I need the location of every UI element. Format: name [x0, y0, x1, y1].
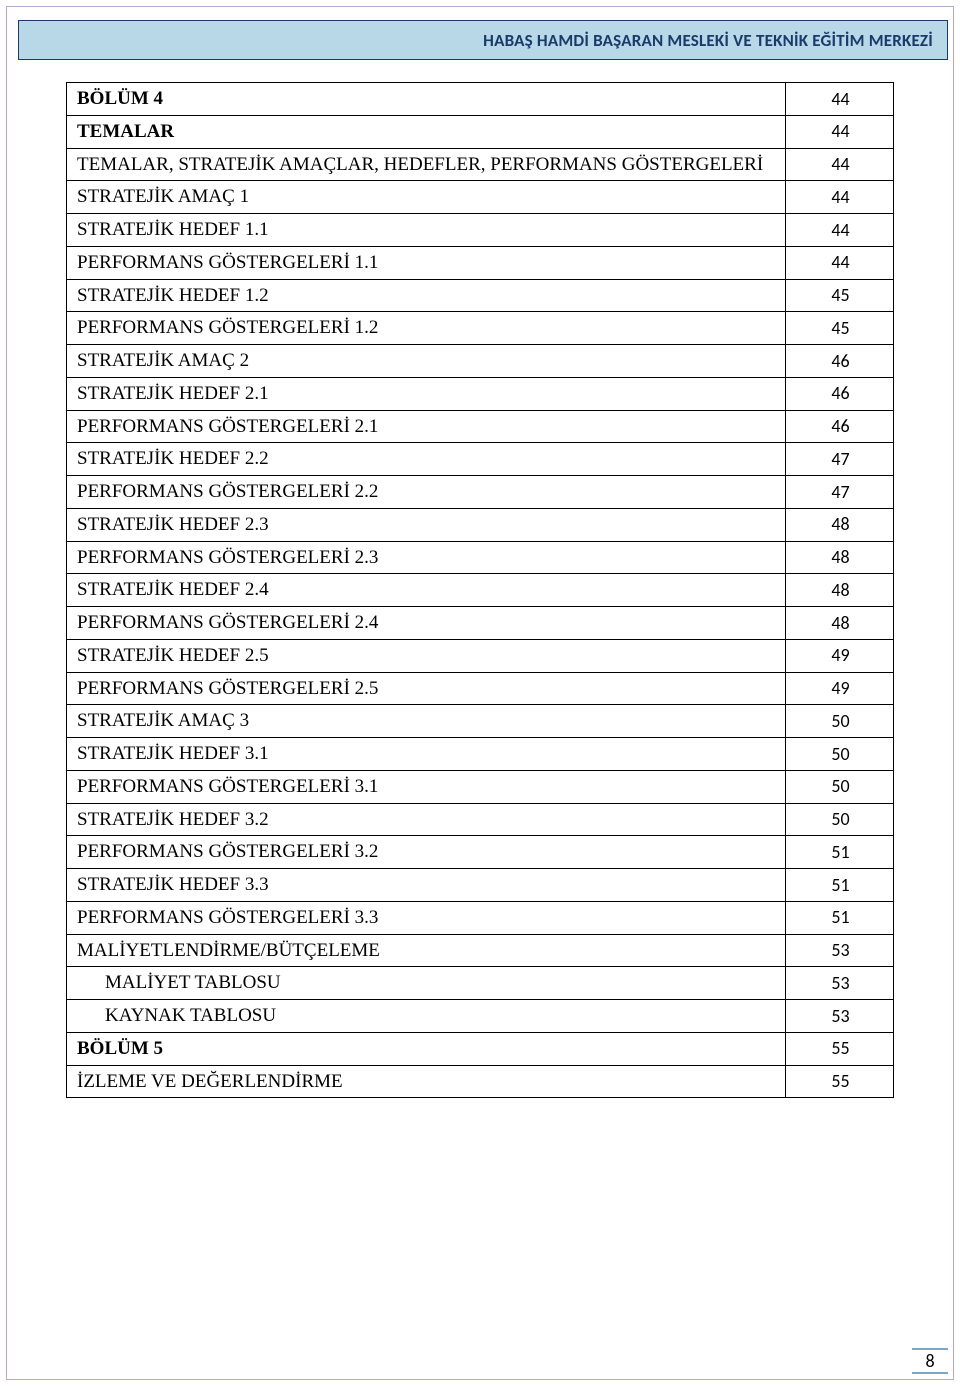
toc-row-label: PERFORMANS GÖSTERGELERİ 2.1: [67, 410, 786, 443]
toc-row: STRATEJİK HEDEF 2.146: [67, 377, 894, 410]
toc-row: PERFORMANS GÖSTERGELERİ 1.245: [67, 312, 894, 345]
toc-row: MALİYET TABLOSU53: [67, 967, 894, 1000]
toc-tbody: BÖLÜM 444TEMALAR44TEMALAR, STRATEJİK AMA…: [67, 83, 894, 1098]
toc-row-page: 53: [786, 934, 894, 967]
toc-row-page: 46: [786, 377, 894, 410]
toc-row-label: PERFORMANS GÖSTERGELERİ 1.2: [67, 312, 786, 345]
toc-row-label: STRATEJİK HEDEF 3.1: [67, 738, 786, 771]
toc-row-page: 49: [786, 639, 894, 672]
toc-row-page: 55: [786, 1032, 894, 1065]
toc-row: PERFORMANS GÖSTERGELERİ 2.247: [67, 476, 894, 509]
toc-row: STRATEJİK HEDEF 3.351: [67, 869, 894, 902]
toc-row: STRATEJİK HEDEF 2.247: [67, 443, 894, 476]
toc-row-page: 48: [786, 574, 894, 607]
toc-row-page: 53: [786, 1000, 894, 1033]
toc-row-page: 45: [786, 312, 894, 345]
toc-row-label: STRATEJİK AMAÇ 2: [67, 345, 786, 378]
page-number-box: 8: [912, 1348, 948, 1374]
toc-row-page: 46: [786, 410, 894, 443]
toc-row-label: STRATEJİK HEDEF 2.3: [67, 508, 786, 541]
toc-row-page: 47: [786, 476, 894, 509]
toc-row-page: 53: [786, 967, 894, 1000]
toc-row-page: 47: [786, 443, 894, 476]
toc-row-label: İZLEME VE DEĞERLENDİRME: [67, 1065, 786, 1098]
toc-row: PERFORMANS GÖSTERGELERİ 2.348: [67, 541, 894, 574]
toc-row: STRATEJİK HEDEF 2.549: [67, 639, 894, 672]
toc-row: PERFORMANS GÖSTERGELERİ 2.549: [67, 672, 894, 705]
toc-row-label: PERFORMANS GÖSTERGELERİ 1.1: [67, 246, 786, 279]
toc-row-page: 46: [786, 345, 894, 378]
toc-row-page: 50: [786, 738, 894, 771]
toc-row: PERFORMANS GÖSTERGELERİ 2.448: [67, 607, 894, 640]
toc-row-page: 55: [786, 1065, 894, 1098]
toc-row: TEMALAR, STRATEJİK AMAÇLAR, HEDEFLER, PE…: [67, 148, 894, 181]
page-number: 8: [925, 1350, 934, 1372]
toc-row-label: MALİYET TABLOSU: [67, 967, 786, 1000]
toc-row: PERFORMANS GÖSTERGELERİ 3.150: [67, 770, 894, 803]
toc-row-page: 48: [786, 541, 894, 574]
toc-row-label: STRATEJİK HEDEF 3.3: [67, 869, 786, 902]
toc-row-page: 50: [786, 770, 894, 803]
toc-row: STRATEJİK HEDEF 2.448: [67, 574, 894, 607]
toc-row-page: 45: [786, 279, 894, 312]
toc-row-label: PERFORMANS GÖSTERGELERİ 3.2: [67, 836, 786, 869]
toc-row: STRATEJİK AMAÇ 350: [67, 705, 894, 738]
toc-row-page: 51: [786, 869, 894, 902]
toc-row: PERFORMANS GÖSTERGELERİ 2.146: [67, 410, 894, 443]
toc-row-page: 51: [786, 901, 894, 934]
toc-row-label: BÖLÜM 4: [67, 83, 786, 116]
toc-row: KAYNAK TABLOSU53: [67, 1000, 894, 1033]
toc-row-page: 44: [786, 115, 894, 148]
toc-row: STRATEJİK HEDEF 3.250: [67, 803, 894, 836]
toc-row: PERFORMANS GÖSTERGELERİ 3.351: [67, 901, 894, 934]
header-banner: HABAŞ HAMDİ BAŞARAN MESLEKİ VE TEKNİK EĞ…: [18, 20, 948, 60]
toc-row: STRATEJİK HEDEF 1.245: [67, 279, 894, 312]
toc-row-page: 50: [786, 803, 894, 836]
toc-row: MALİYETLENDİRME/BÜTÇELEME53: [67, 934, 894, 967]
toc-row-label: TEMALAR: [67, 115, 786, 148]
toc-row-page: 44: [786, 181, 894, 214]
toc-row-label: PERFORMANS GÖSTERGELERİ 2.3: [67, 541, 786, 574]
toc-row-label: STRATEJİK HEDEF 3.2: [67, 803, 786, 836]
toc-row-page: 44: [786, 148, 894, 181]
toc-row: PERFORMANS GÖSTERGELERİ 3.251: [67, 836, 894, 869]
toc-row-page: 48: [786, 607, 894, 640]
toc-row: STRATEJİK HEDEF 1.144: [67, 214, 894, 247]
toc-row-label: STRATEJİK HEDEF 2.4: [67, 574, 786, 607]
toc-row-label: PERFORMANS GÖSTERGELERİ 3.1: [67, 770, 786, 803]
toc-row-page: 44: [786, 214, 894, 247]
toc-row: BÖLÜM 555: [67, 1032, 894, 1065]
toc-table: BÖLÜM 444TEMALAR44TEMALAR, STRATEJİK AMA…: [66, 82, 894, 1098]
toc-row-label: BÖLÜM 5: [67, 1032, 786, 1065]
toc-row-label: STRATEJİK HEDEF 1.2: [67, 279, 786, 312]
toc-row-page: 48: [786, 508, 894, 541]
toc-row-label: STRATEJİK HEDEF 2.5: [67, 639, 786, 672]
toc-row-label: STRATEJİK HEDEF 2.2: [67, 443, 786, 476]
toc-row: BÖLÜM 444: [67, 83, 894, 116]
toc-row-label: STRATEJİK AMAÇ 3: [67, 705, 786, 738]
toc-row: STRATEJİK AMAÇ 144: [67, 181, 894, 214]
toc-row-page: 44: [786, 83, 894, 116]
toc-row: PERFORMANS GÖSTERGELERİ 1.144: [67, 246, 894, 279]
toc-row-label: STRATEJİK HEDEF 2.1: [67, 377, 786, 410]
toc-row-page: 44: [786, 246, 894, 279]
toc-row-label: MALİYETLENDİRME/BÜTÇELEME: [67, 934, 786, 967]
toc-row-label: STRATEJİK AMAÇ 1: [67, 181, 786, 214]
toc-row-label: PERFORMANS GÖSTERGELERİ 2.5: [67, 672, 786, 705]
toc-row-page: 50: [786, 705, 894, 738]
toc-row-label: PERFORMANS GÖSTERGELERİ 2.4: [67, 607, 786, 640]
toc-row-label: PERFORMANS GÖSTERGELERİ 3.3: [67, 901, 786, 934]
toc-row-label: TEMALAR, STRATEJİK AMAÇLAR, HEDEFLER, PE…: [67, 148, 786, 181]
toc-row: STRATEJİK AMAÇ 246: [67, 345, 894, 378]
toc-row-page: 51: [786, 836, 894, 869]
toc-row-label: STRATEJİK HEDEF 1.1: [67, 214, 786, 247]
toc-row-page: 49: [786, 672, 894, 705]
toc-row: STRATEJİK HEDEF 2.348: [67, 508, 894, 541]
toc-row-label: KAYNAK TABLOSU: [67, 1000, 786, 1033]
toc-row: TEMALAR44: [67, 115, 894, 148]
toc-row-label: PERFORMANS GÖSTERGELERİ 2.2: [67, 476, 786, 509]
toc-row: İZLEME VE DEĞERLENDİRME55: [67, 1065, 894, 1098]
toc-row: STRATEJİK HEDEF 3.150: [67, 738, 894, 771]
header-title: HABAŞ HAMDİ BAŞARAN MESLEKİ VE TEKNİK EĞ…: [483, 30, 933, 51]
